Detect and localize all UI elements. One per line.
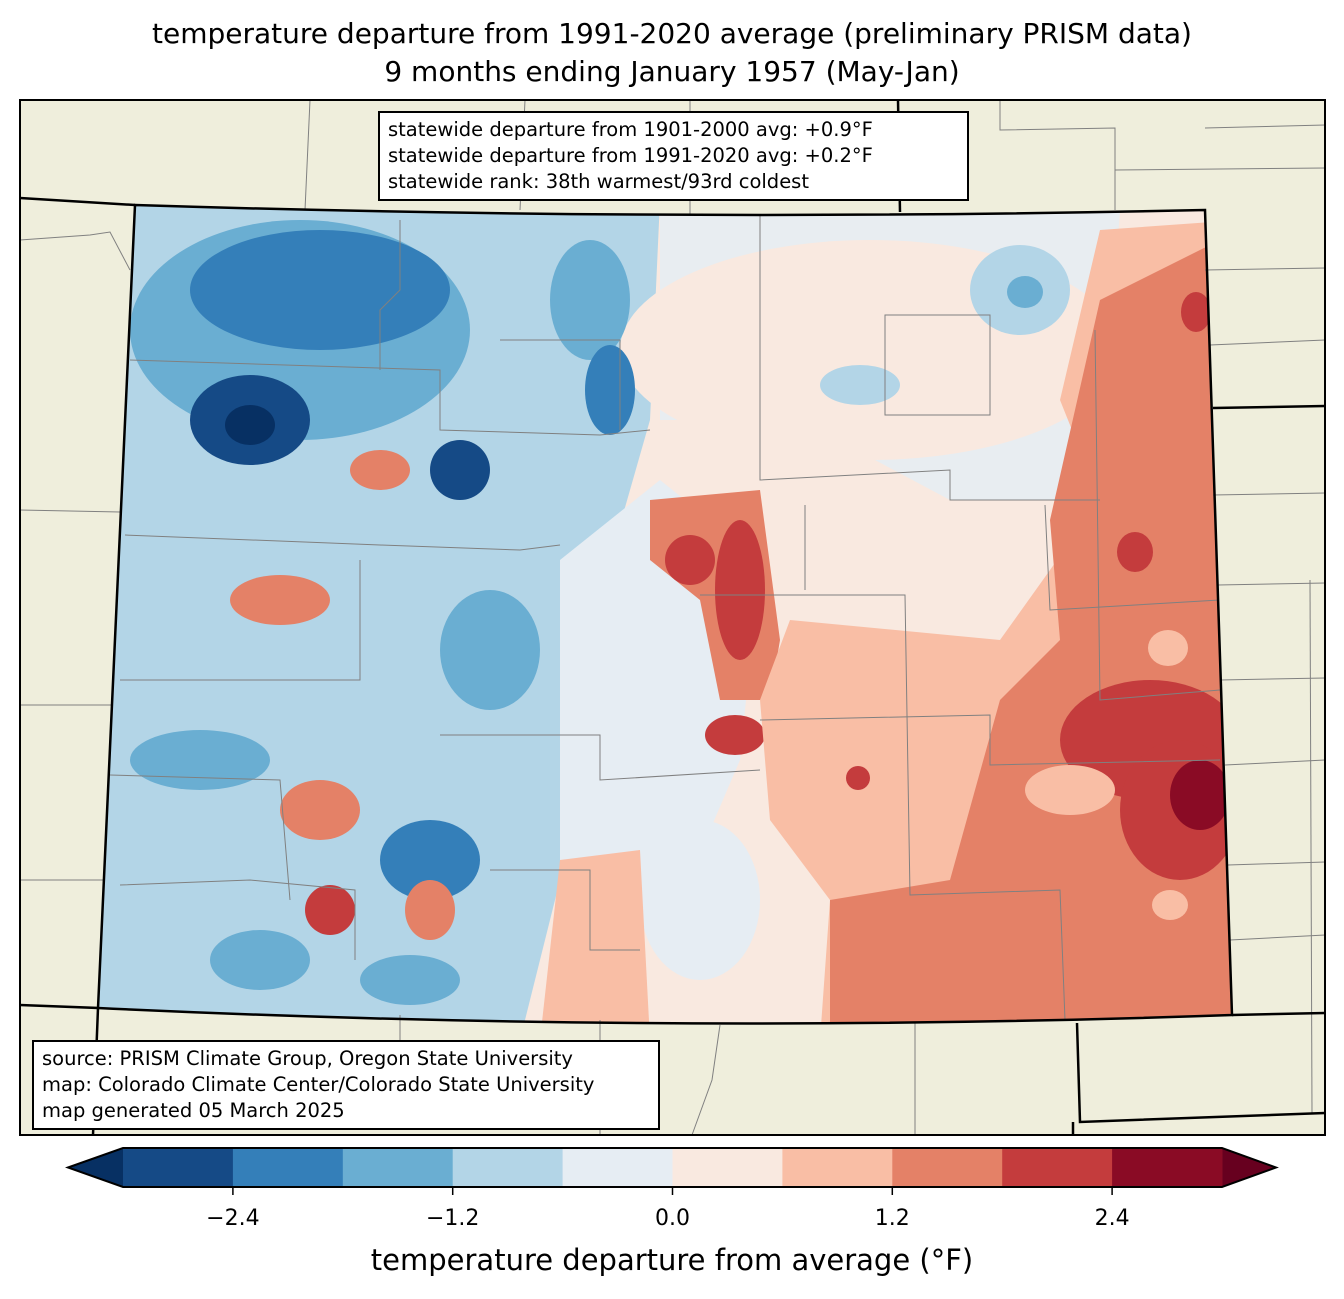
colorbar-bin [892,1148,1003,1187]
colorbar-over-extension [1222,1148,1276,1187]
colorbar-bin [672,1148,783,1187]
temperature-field [98,205,1232,1024]
map-title: temperature departure from 1991-2020 ave… [152,17,1192,50]
source-line: source: PRISM Climate Group, Oregon Stat… [42,1047,573,1070]
stat-departure-1991-2020: statewide departure from 1991-2020 avg: … [388,144,873,167]
map-frame [19,99,1326,1136]
colorbar [65,1147,1279,1195]
statewide-stats-box: statewide departure from 1901-2000 avg: … [378,111,969,201]
stat-departure-1901-2000: statewide departure from 1901-2000 avg: … [388,118,873,141]
map-credit-line: map: Colorado Climate Center/Colorado St… [42,1073,595,1096]
colorbar-bin [782,1148,893,1187]
colorbar-tick-label: 2.4 [1094,1206,1130,1231]
colorbar-bin [123,1148,234,1187]
colorbar-tick-label: −2.4 [206,1206,260,1231]
colorbar-tick-label: −1.2 [425,1206,480,1231]
colorbar-label: temperature departure from average (°F) [370,1243,974,1277]
county-lines [109,215,1221,1021]
colorbar-bin [232,1148,344,1187]
source-box: source: PRISM Climate Group, Oregon Stat… [32,1040,660,1130]
colorbar-outline [65,1147,1279,1188]
colorbar-bin [562,1148,673,1187]
colorbar-bin [1002,1148,1113,1187]
colorbar-under-extension [68,1148,123,1187]
colorbar-bin [452,1148,564,1187]
stat-rank: statewide rank: 38th warmest/93rd coldes… [388,170,809,193]
colorbar-tick-label: 1.2 [874,1206,910,1231]
colorbar-bin [1112,1148,1223,1187]
map-subtitle: 9 months ending January 1957 (May-Jan) [384,55,960,88]
colorbar-bin [342,1148,454,1187]
colorbar-tick-label: 0.0 [655,1206,690,1231]
generated-date-line: map generated 05 March 2025 [42,1099,345,1122]
